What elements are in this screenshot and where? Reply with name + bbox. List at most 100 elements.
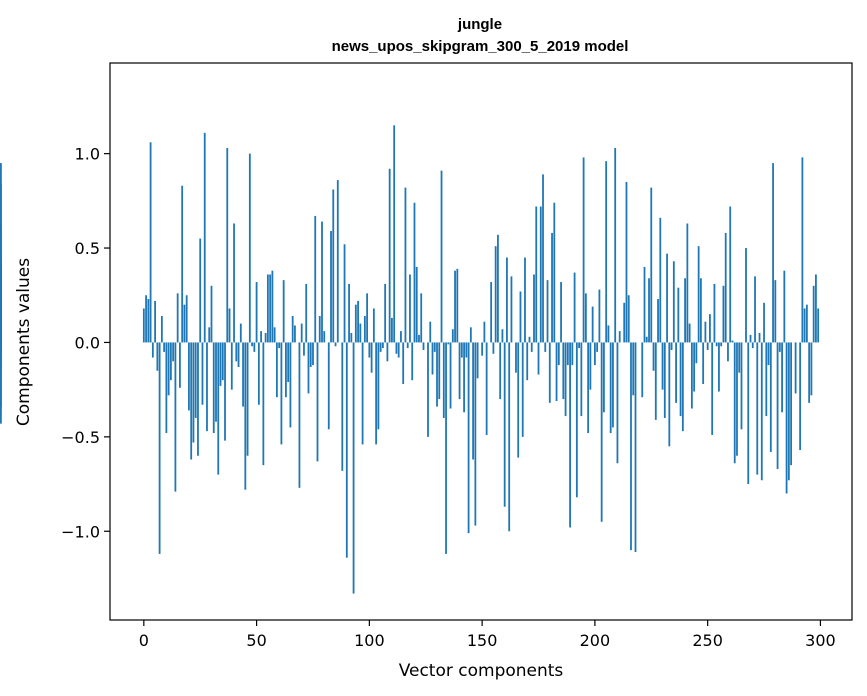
bar-32	[215, 342, 217, 422]
bar-112	[395, 342, 398, 354]
bar-250	[706, 342, 709, 350]
bar-226	[652, 342, 655, 371]
bar-140	[458, 342, 461, 400]
bar-207	[609, 342, 612, 434]
bar-36	[224, 342, 226, 441]
bar-138	[454, 270, 456, 343]
bar-263	[736, 342, 738, 456]
bar-100	[368, 342, 371, 358]
bar-298	[815, 274, 817, 343]
bar-169	[524, 257, 526, 343]
bar-26	[201, 342, 204, 405]
bar-265	[740, 342, 743, 430]
bar-10	[165, 342, 168, 434]
bar-213	[623, 302, 626, 343]
bar-25	[199, 238, 202, 343]
bar-160	[503, 342, 506, 507]
bar-204	[603, 342, 605, 413]
bar-74	[309, 342, 312, 367]
x-tick-label: 0	[139, 631, 149, 650]
bar-99	[366, 293, 368, 343]
bar-90	[345, 342, 348, 558]
x-tick-label: 250	[692, 631, 723, 650]
bar-231	[663, 342, 666, 418]
bar-115	[402, 342, 405, 384]
bar-144	[467, 342, 470, 534]
bar-194	[580, 342, 583, 417]
bar-248	[702, 342, 705, 384]
bar-12	[169, 342, 172, 381]
bar-42	[237, 342, 240, 367]
bar-101	[370, 342, 373, 373]
bar-175	[537, 342, 540, 375]
bar-59	[275, 342, 278, 398]
bar-137	[451, 329, 454, 343]
bar-249	[704, 321, 707, 343]
bar-150	[481, 342, 484, 356]
bar-35	[221, 342, 224, 381]
bar-296	[810, 342, 813, 396]
bar-18	[183, 304, 186, 343]
bar-234	[670, 342, 673, 350]
bar-107	[384, 283, 387, 343]
bar-41	[235, 342, 238, 362]
bar-102	[372, 308, 375, 343]
bar-275	[763, 302, 765, 343]
bar-11	[167, 342, 170, 396]
bar-77	[316, 342, 319, 462]
bar-58	[273, 327, 276, 343]
bar-148	[476, 342, 479, 379]
bar-139	[456, 268, 459, 343]
bar-158	[499, 342, 502, 400]
bar-162	[508, 342, 511, 532]
bar-259	[727, 342, 729, 362]
bar-20	[188, 342, 190, 411]
bar-244	[693, 342, 696, 392]
bar-193	[578, 342, 580, 349]
y-tick-label: 0.5	[75, 239, 100, 258]
bar-5	[154, 300, 156, 343]
bar-271	[754, 276, 756, 343]
bar-203	[600, 342, 603, 522]
bar-152	[485, 342, 488, 435]
bar-195	[582, 157, 585, 343]
bar-192	[575, 342, 578, 498]
bar-178	[544, 342, 547, 352]
bar-182	[553, 202, 556, 343]
bar-93	[352, 342, 355, 594]
bar-28	[206, 342, 208, 432]
bar-187	[564, 342, 567, 417]
bar-176	[539, 206, 542, 343]
bar-289	[794, 342, 797, 394]
bar-119	[411, 342, 414, 381]
bar-181	[551, 232, 553, 343]
bar-70	[300, 323, 303, 343]
bar-143	[465, 342, 468, 358]
bar-73	[307, 342, 310, 394]
bar-94	[354, 304, 357, 343]
bar-260	[729, 206, 732, 343]
bar-23	[194, 342, 197, 418]
bar-167	[519, 291, 522, 343]
bar-155	[492, 342, 495, 354]
bar-undefined	[0, 272, 2, 343]
bar-136	[449, 342, 452, 409]
bar-126	[427, 342, 429, 437]
bar-215	[627, 295, 630, 343]
bar-15	[176, 293, 179, 343]
x-tick-label: 50	[246, 631, 266, 650]
bar-78	[318, 316, 321, 343]
bar-230	[661, 342, 664, 390]
bar-291	[799, 342, 802, 451]
bar-127	[429, 321, 432, 343]
bar-145	[469, 327, 472, 343]
bar-165	[515, 342, 517, 373]
bar-267	[745, 248, 747, 343]
bar-105	[379, 342, 382, 352]
bar-190	[571, 342, 574, 366]
bar-264	[738, 342, 741, 373]
bar-3	[149, 142, 152, 343]
bar-118	[409, 274, 411, 343]
bar-184	[557, 342, 560, 366]
